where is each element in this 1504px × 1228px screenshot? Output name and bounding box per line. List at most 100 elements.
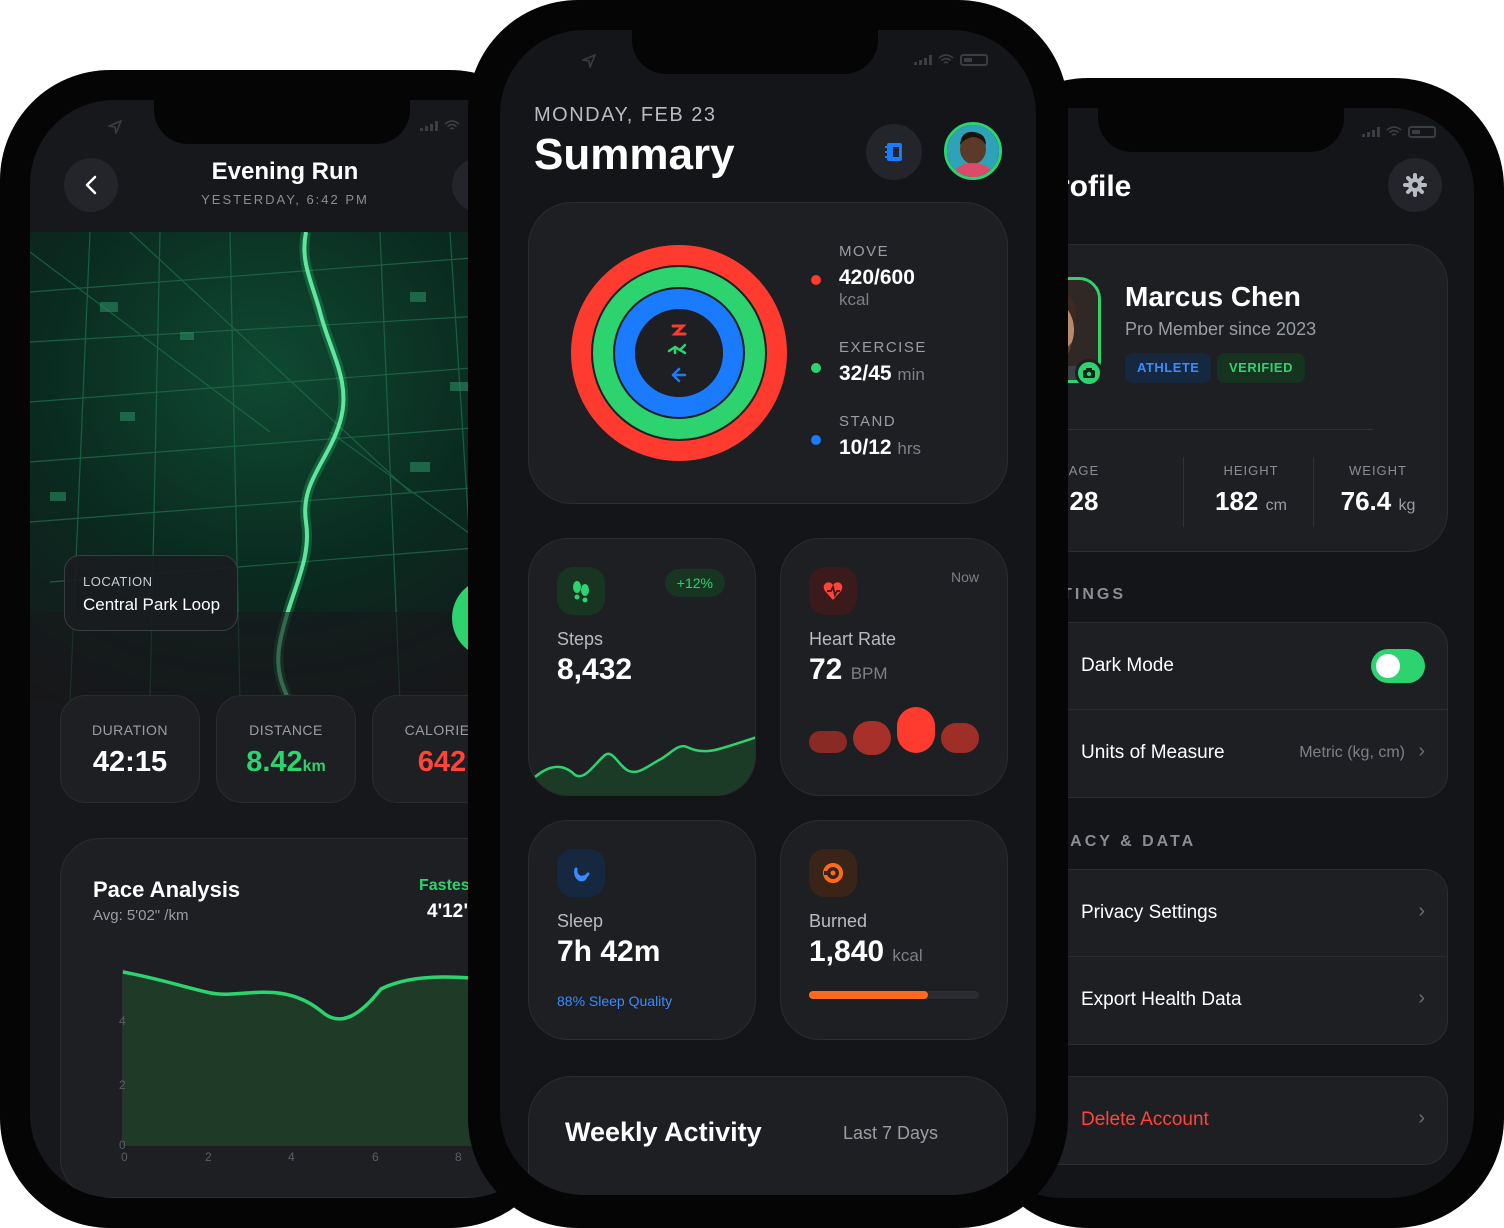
move-dot: [811, 275, 821, 285]
legend-value: 10/12 hrs: [839, 436, 922, 459]
location-label: LOCATION: [83, 574, 153, 589]
metric-label: AGE: [1068, 463, 1100, 478]
x-tick: 0: [121, 1150, 128, 1164]
dark-mode-row[interactable]: Dark Mode: [978, 623, 1447, 710]
exercise-dot: [811, 363, 821, 373]
signal-icon: [420, 121, 438, 131]
status-icons: [1362, 126, 1436, 138]
sleep-quality: 88% Sleep Quality: [557, 993, 673, 1009]
dark-mode-label: Dark Mode: [1081, 655, 1174, 676]
chevron-right-icon: ›: [1418, 1107, 1425, 1129]
profile-name: Marcus Chen: [1125, 281, 1301, 312]
privacy-settings-label: Privacy Settings: [1081, 902, 1218, 923]
export-data-label: Export Health Data: [1081, 989, 1242, 1010]
stat-label: CALORIES: [404, 722, 480, 738]
wifi-icon: [444, 120, 460, 130]
divider: [1313, 457, 1314, 527]
ring-stand: [615, 289, 743, 417]
notch: [1098, 108, 1344, 152]
camera-icon: [1083, 368, 1095, 378]
fastest-label: Fastest: [419, 877, 476, 894]
x-tick: 2: [205, 1150, 212, 1164]
pace-area: [123, 972, 550, 1145]
wifi-icon: [938, 54, 954, 64]
location-value: Central Park Loop: [83, 595, 221, 614]
weekly-range-selector[interactable]: Last 7 Days: [843, 1123, 939, 1143]
metric-value: 76.4 kg: [1340, 486, 1416, 516]
activity-rings: [571, 245, 787, 461]
metric-label: WEIGHT: [1349, 463, 1407, 478]
location-arrow-icon: [108, 120, 122, 134]
summary-screen: MONDAY, FEB 23 Summary MOVE 42: [500, 30, 1036, 1195]
burned-tile[interactable]: Burned 1,840 kcal: [780, 820, 1008, 1040]
y-tick: 4: [119, 1014, 126, 1028]
settings-button[interactable]: [1388, 158, 1442, 212]
wifi-icon: [1386, 126, 1402, 136]
fastest-value: 4'12": [427, 901, 473, 922]
status-icons: [420, 120, 460, 132]
heart-rate-label: Heart Rate: [809, 629, 897, 649]
athlete-badge: ATHLETE: [1125, 353, 1212, 383]
units-label: Units of Measure: [1081, 742, 1225, 763]
metric-weight: WEIGHT 76.4 kg: [1323, 463, 1433, 517]
signal-icon: [1362, 127, 1380, 137]
legend-value: 32/45 min: [839, 362, 925, 385]
date-label: MONDAY, FEB 23: [534, 104, 717, 126]
burned-value: 1,840 kcal: [809, 935, 923, 968]
weekly-activity-card[interactable]: Weekly Activity Last 7 Days: [528, 1076, 1008, 1195]
stat-label: DISTANCE: [249, 722, 323, 738]
units-value: Metric (kg, cm): [1299, 744, 1405, 761]
y-tick: 0: [119, 1138, 126, 1152]
heart-rate-bars: [809, 707, 979, 755]
metric-label: HEIGHT: [1223, 463, 1279, 478]
steps-value: 8,432: [557, 653, 633, 686]
phone-run-details: Evening Run YESTERDAY, 6:42 PM: [0, 70, 560, 1228]
units-row[interactable]: Units of Measure Metric (kg, cm) ›: [978, 710, 1447, 797]
legend-label: STAND: [839, 413, 897, 430]
heart-rate-tile[interactable]: Now Heart Rate 72 BPM: [780, 538, 1008, 796]
legend-label: MOVE: [839, 243, 890, 260]
book-icon: [885, 143, 902, 161]
legend-label: EXERCISE: [839, 339, 927, 356]
ring-move: [571, 245, 787, 461]
dark-mode-toggle[interactable]: [1371, 649, 1425, 683]
exercise-legend: EXERCISE 32/45 min: [811, 339, 927, 386]
burned-label: Burned: [809, 911, 868, 931]
privacy-settings-row[interactable]: Privacy Settings ›: [978, 870, 1447, 957]
divider: [1019, 429, 1373, 430]
pace-line: [122, 970, 550, 1021]
ring-exercise: [593, 267, 765, 439]
user-avatar[interactable]: [944, 122, 1002, 180]
x-tick: 8: [455, 1150, 462, 1164]
sleep-label: Sleep: [557, 911, 604, 931]
change-photo-button[interactable]: [1075, 359, 1103, 387]
journal-button[interactable]: [866, 124, 922, 180]
sleep-value: 7h 42m: [557, 935, 661, 968]
status-icons: [914, 54, 988, 66]
steps-label: Steps: [557, 629, 604, 649]
heart-rate-value: 72 BPM: [809, 653, 888, 686]
moon-icon: [557, 849, 605, 897]
run-title: Evening Run: [211, 158, 359, 185]
heart-pulse-icon: [809, 567, 857, 615]
activity-rings-card[interactable]: MOVE 420/600 kcal EXERCISE 32/45 min STA…: [528, 202, 1008, 504]
chevron-right-icon: ›: [1418, 987, 1425, 1009]
sleep-tile[interactable]: Sleep 7h 42m 88% Sleep Quality: [528, 820, 756, 1040]
back-button[interactable]: [64, 158, 118, 212]
stat-distance: DISTANCE 8.42km: [216, 695, 356, 803]
stat-value: 42:15: [92, 746, 168, 778]
notch: [632, 30, 878, 74]
stand-dot: [811, 435, 821, 445]
export-data-row[interactable]: Export Health Data ›: [978, 957, 1447, 1044]
x-tick: 4: [288, 1150, 295, 1164]
metric-value: 28: [1069, 486, 1099, 516]
phone-summary: MONDAY, FEB 23 Summary MOVE 42: [468, 0, 1068, 1228]
move-icon: [671, 324, 687, 336]
pace-title: Pace Analysis: [93, 877, 241, 902]
gear-icon: [1403, 173, 1427, 197]
stand-legend: STAND 10/12 hrs: [811, 413, 922, 460]
delete-account-label: Delete Account: [1081, 1109, 1209, 1130]
signal-icon: [914, 55, 932, 65]
steps-tile[interactable]: +12% Steps 8,432: [528, 538, 756, 796]
delete-account-row[interactable]: Delete Account ›: [978, 1077, 1447, 1164]
